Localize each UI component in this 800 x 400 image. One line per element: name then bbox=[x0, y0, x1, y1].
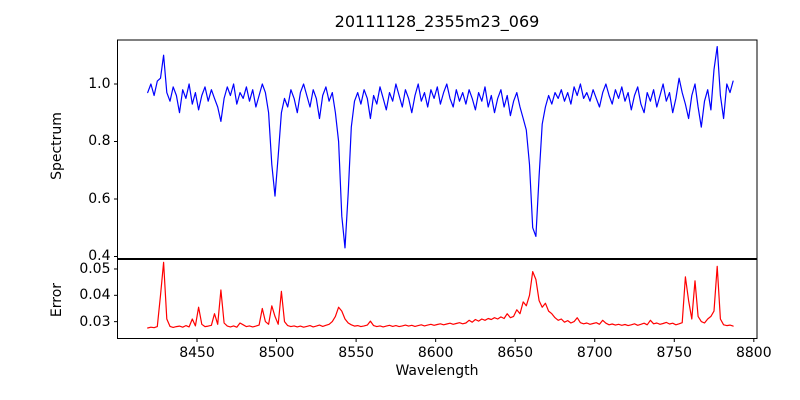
y-tick-label: 0.05 bbox=[79, 260, 111, 277]
x-tick-label: 8650 bbox=[497, 344, 534, 361]
x-tick-label: 8450 bbox=[179, 344, 215, 361]
x-tick-label: 8700 bbox=[576, 344, 613, 361]
spectrum-panel-frame bbox=[117, 39, 758, 259]
spectrum-y-axis-label: Spectrum bbox=[49, 112, 65, 180]
error-line bbox=[147, 261, 734, 329]
chart-title: 20111128_2355m23_069 bbox=[334, 12, 540, 31]
y-tick-label: 0.03 bbox=[79, 313, 111, 330]
x-tick-label: 8600 bbox=[417, 344, 454, 361]
tick-marks bbox=[114, 83, 755, 342]
x-tick-label: 8800 bbox=[735, 344, 772, 361]
y-tick-label: 0.04 bbox=[79, 287, 111, 304]
y-tick-label: 0.8 bbox=[88, 133, 111, 150]
error-panel-frame bbox=[117, 259, 758, 339]
error-y-axis-label: Error bbox=[49, 282, 65, 318]
x-tick-label: 8750 bbox=[656, 344, 693, 361]
x-tick-label: 8550 bbox=[338, 344, 374, 361]
y-tick-label: 0.6 bbox=[88, 190, 111, 207]
x-axis-label: Wavelength bbox=[395, 363, 479, 379]
y-tick-label: 1.0 bbox=[88, 75, 111, 92]
y-tick-label: 0.4 bbox=[88, 248, 111, 265]
spectrum-line bbox=[147, 45, 734, 249]
x-tick-label: 8500 bbox=[258, 344, 295, 361]
